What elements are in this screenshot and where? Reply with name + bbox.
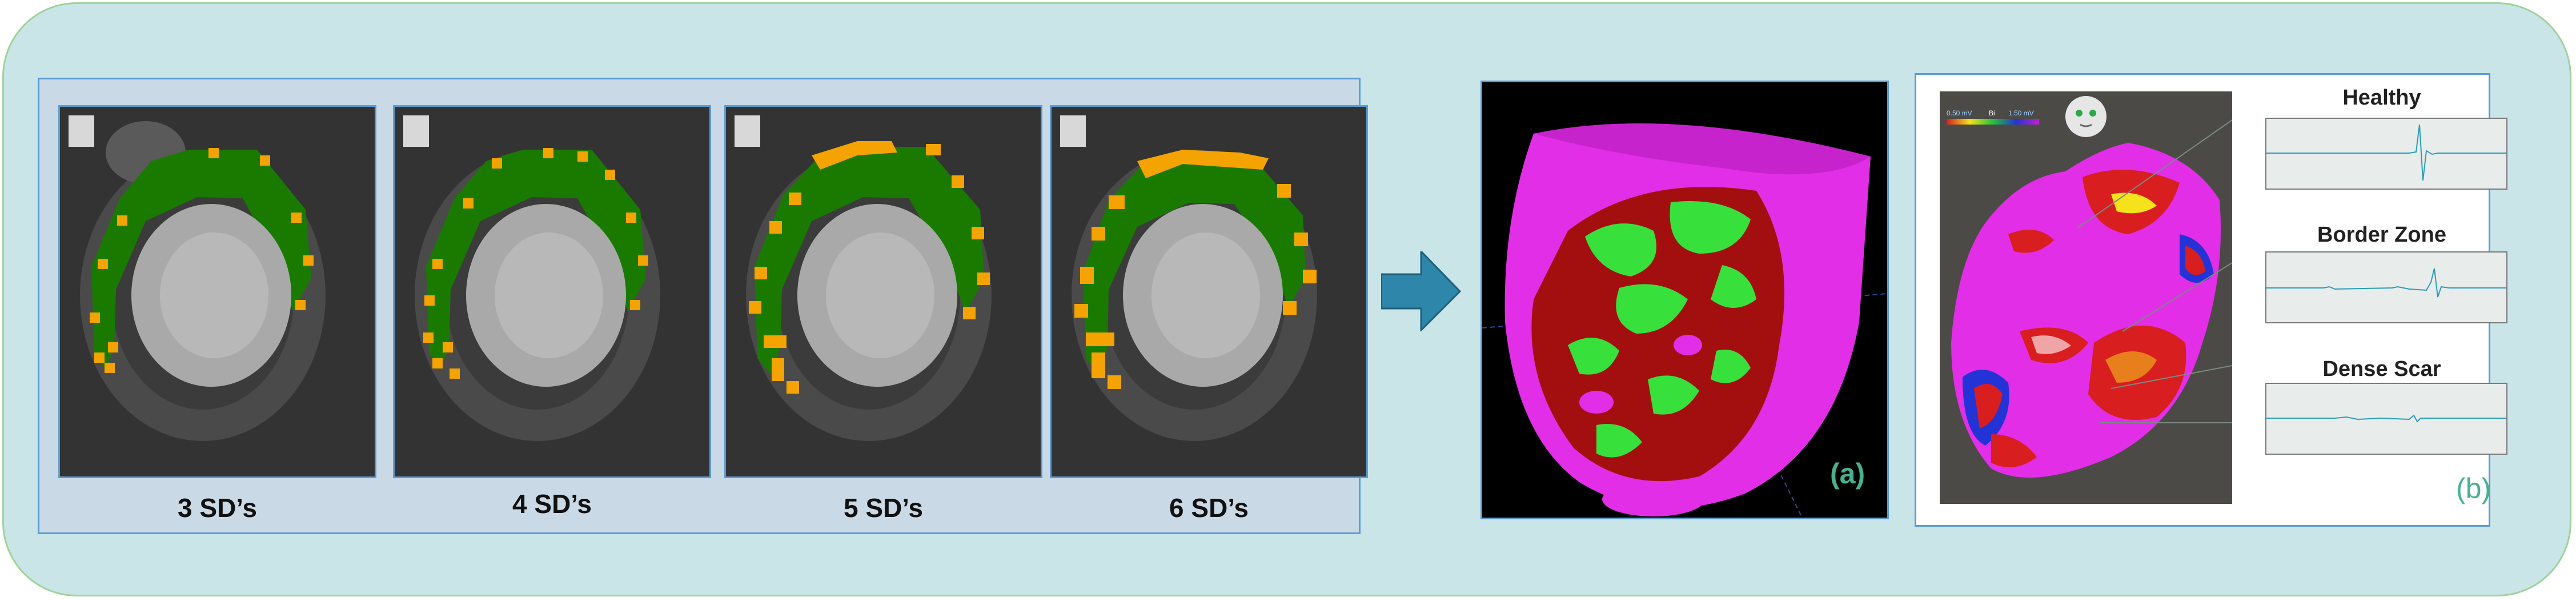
threshold-label-3sd: 3 SD’s — [178, 493, 257, 523]
threshold-label-6sd: 6 SD’s — [1169, 493, 1249, 523]
mri-image-3sd — [58, 105, 376, 478]
mri-image-5sd — [724, 105, 1042, 478]
egm-trace-healthy — [2265, 118, 2507, 190]
trace-title-border-zone: Border Zone — [2317, 223, 2446, 247]
egm-trace-dense-scar — [2265, 383, 2507, 455]
colorbar-max-label: 1.50 mV — [2008, 109, 2034, 117]
panel-a-3d-scar-model — [1480, 81, 1889, 519]
egm-trace-border-zone — [2265, 251, 2507, 323]
threshold-label-4sd: 4 SD’s — [512, 489, 592, 519]
mri-image-6sd — [1050, 105, 1368, 478]
right-arrow-icon — [1381, 251, 1461, 331]
panel-b-label: (b) — [2456, 472, 2491, 504]
panel-b-bipolar-map: 0.50 mV Bi 1.50 mV — [1940, 91, 2232, 504]
mri-image-4sd — [393, 105, 711, 478]
orientation-head-icon — [2065, 96, 2106, 137]
colorbar-mode-label: Bi — [1989, 109, 1995, 117]
trace-title-dense-scar: Dense Scar — [2322, 357, 2441, 381]
threshold-label-5sd: 5 SD’s — [844, 493, 923, 523]
trace-title-healthy: Healthy — [2342, 86, 2421, 110]
panel-a-label: (a) — [1830, 458, 1865, 490]
colorbar-min-label: 0.50 mV — [1947, 109, 1972, 117]
